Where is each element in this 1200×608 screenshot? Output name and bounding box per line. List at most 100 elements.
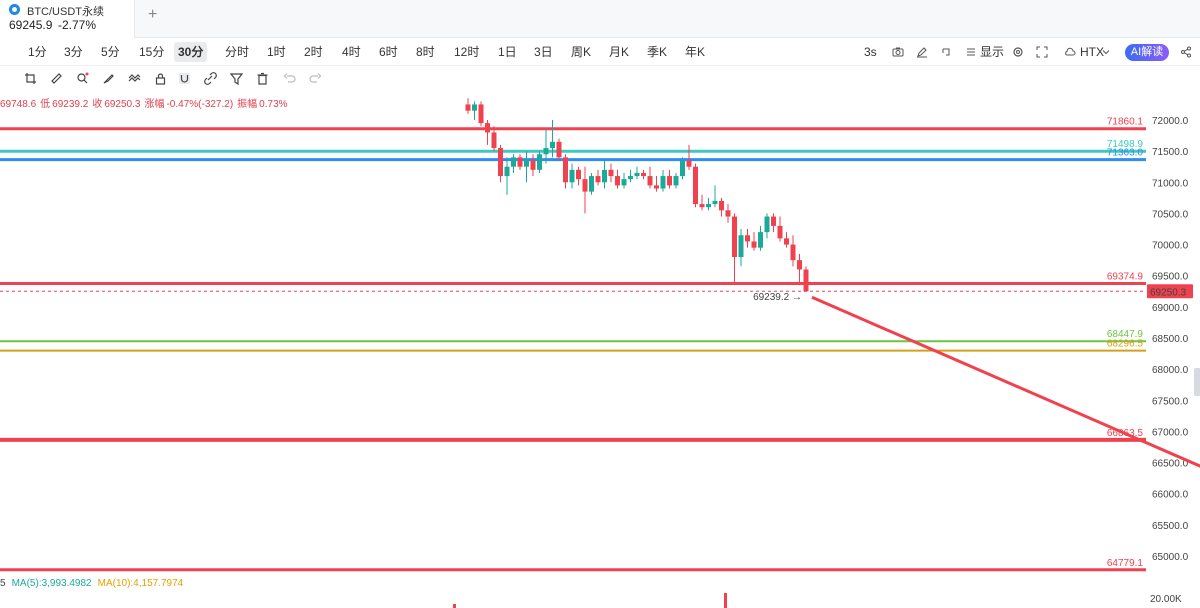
interval-4[interactable]: 30分: [174, 42, 208, 62]
candle-body[interactable]: [524, 160, 529, 167]
candle-body[interactable]: [719, 200, 724, 211]
candle-body[interactable]: [608, 169, 614, 177]
interval-6[interactable]: 1时: [267, 45, 286, 59]
candle-body[interactable]: [504, 166, 510, 177]
candle-body[interactable]: [615, 176, 620, 186]
candle-body[interactable]: [537, 154, 542, 170]
ma10-value: MA(10):4,157.7974: [97, 578, 184, 589]
magnifier-tool-icon[interactable]: [76, 72, 89, 85]
interval-16[interactable]: 季K: [647, 45, 668, 59]
candle-body[interactable]: [673, 176, 679, 186]
interval-1[interactable]: 3分: [64, 45, 83, 59]
pencil-icon[interactable]: [916, 46, 928, 58]
candle-body[interactable]: [472, 104, 477, 111]
ai-analysis-button[interactable]: AI解读: [1125, 44, 1169, 61]
lock-tool-icon[interactable]: [154, 72, 167, 85]
candle-body[interactable]: [485, 123, 490, 133]
crop-tool-icon[interactable]: [24, 72, 37, 85]
chevron-down-icon[interactable]: [1102, 48, 1110, 56]
candle-body[interactable]: [465, 104, 471, 111]
undo-draw-icon[interactable]: [940, 46, 952, 58]
candle-body[interactable]: [797, 260, 802, 270]
candle-body[interactable]: [517, 157, 523, 167]
candle-body[interactable]: [556, 141, 562, 158]
candle-body[interactable]: [706, 204, 711, 208]
candle-body[interactable]: [725, 210, 731, 217]
candle-body[interactable]: [511, 157, 516, 167]
interval-14[interactable]: 周K: [571, 45, 592, 59]
interval-10[interactable]: 8时: [416, 45, 435, 59]
candle-body[interactable]: [543, 148, 549, 155]
candle-body[interactable]: [790, 244, 796, 261]
interval-11[interactable]: 12时: [454, 45, 480, 59]
candle-body[interactable]: [563, 157, 568, 183]
interval-8[interactable]: 4时: [342, 45, 361, 59]
candle-body[interactable]: [628, 176, 633, 180]
candle-body[interactable]: [686, 160, 692, 167]
candle-body[interactable]: [498, 148, 503, 177]
candle-body[interactable]: [530, 160, 536, 170]
candle-body[interactable]: [641, 172, 646, 177]
candle-body[interactable]: [634, 172, 640, 177]
candle-body[interactable]: [602, 169, 607, 183]
candle-body[interactable]: [777, 225, 783, 239]
settings-gear-icon[interactable]: [1012, 46, 1024, 58]
candle-body[interactable]: [647, 176, 653, 186]
interval-5[interactable]: 分时: [225, 45, 250, 59]
undo-icon[interactable]: [283, 72, 296, 85]
add-tab-button[interactable]: +: [148, 6, 158, 23]
candle-body[interactable]: [589, 176, 594, 192]
interval-0[interactable]: 1分: [28, 45, 47, 59]
filter-tool-icon[interactable]: [230, 72, 243, 85]
ohlc-change: -0.47%(-327.2): [166, 99, 234, 110]
interval-12[interactable]: 1日: [498, 45, 517, 59]
candle-body[interactable]: [693, 166, 698, 205]
candle-body[interactable]: [712, 200, 718, 205]
link-tool-icon[interactable]: [204, 72, 217, 85]
interval-3[interactable]: 15分: [139, 45, 165, 59]
price-chart[interactable]: 72000.0 71500.0 71000.0 70500.0 70000.0 69500…: [0, 90, 1200, 608]
redo-icon[interactable]: [309, 72, 322, 85]
candle-body[interactable]: [550, 141, 555, 149]
candle-body[interactable]: [764, 216, 770, 233]
interval-9[interactable]: 6时: [379, 45, 398, 59]
refresh-interval[interactable]: 3s: [864, 45, 877, 59]
candle-body[interactable]: [738, 235, 744, 258]
interval-7[interactable]: 2时: [304, 45, 323, 59]
candle-body[interactable]: [576, 169, 581, 180]
magnet-tool-icon[interactable]: [178, 72, 191, 85]
pattern-tool-icon[interactable]: [128, 72, 141, 85]
candle-body[interactable]: [784, 238, 789, 245]
interval-13[interactable]: 3日: [534, 45, 553, 59]
candle-body[interactable]: [478, 104, 484, 124]
candle-body[interactable]: [751, 241, 757, 248]
candle-body[interactable]: [491, 132, 497, 149]
candle-body[interactable]: [569, 169, 575, 183]
interval-15[interactable]: 月K: [609, 45, 630, 59]
fullscreen-icon[interactable]: [1036, 46, 1048, 58]
interval-2[interactable]: 5分: [101, 45, 120, 59]
trash-icon[interactable]: [256, 72, 269, 85]
candle-body[interactable]: [621, 179, 627, 186]
side-panel-handle[interactable]: [1194, 368, 1200, 396]
candle-body[interactable]: [758, 232, 763, 248]
candle-body[interactable]: [732, 216, 737, 258]
display-button[interactable]: 显示: [980, 45, 1005, 59]
brush-tool-icon[interactable]: [102, 72, 115, 85]
camera-icon[interactable]: [892, 46, 904, 58]
candle-body[interactable]: [680, 160, 685, 177]
candle-body[interactable]: [582, 179, 588, 192]
candle-body[interactable]: [699, 204, 705, 208]
ruler-tool-icon[interactable]: [50, 72, 63, 85]
candle-body[interactable]: [660, 176, 666, 189]
candle-body[interactable]: [595, 176, 601, 183]
candle-body[interactable]: [803, 269, 809, 292]
exchange-selector[interactable]: HTX: [1080, 45, 1104, 59]
candle-body[interactable]: [654, 185, 659, 189]
symbol-tab[interactable]: BTC/USDT永续 69245.9 -2.77%: [0, 0, 135, 38]
interval-17[interactable]: 年K: [685, 45, 706, 59]
share-icon[interactable]: [1180, 46, 1192, 58]
candle-body[interactable]: [745, 235, 750, 242]
candle-body[interactable]: [667, 176, 672, 186]
candle-body[interactable]: [771, 216, 776, 226]
